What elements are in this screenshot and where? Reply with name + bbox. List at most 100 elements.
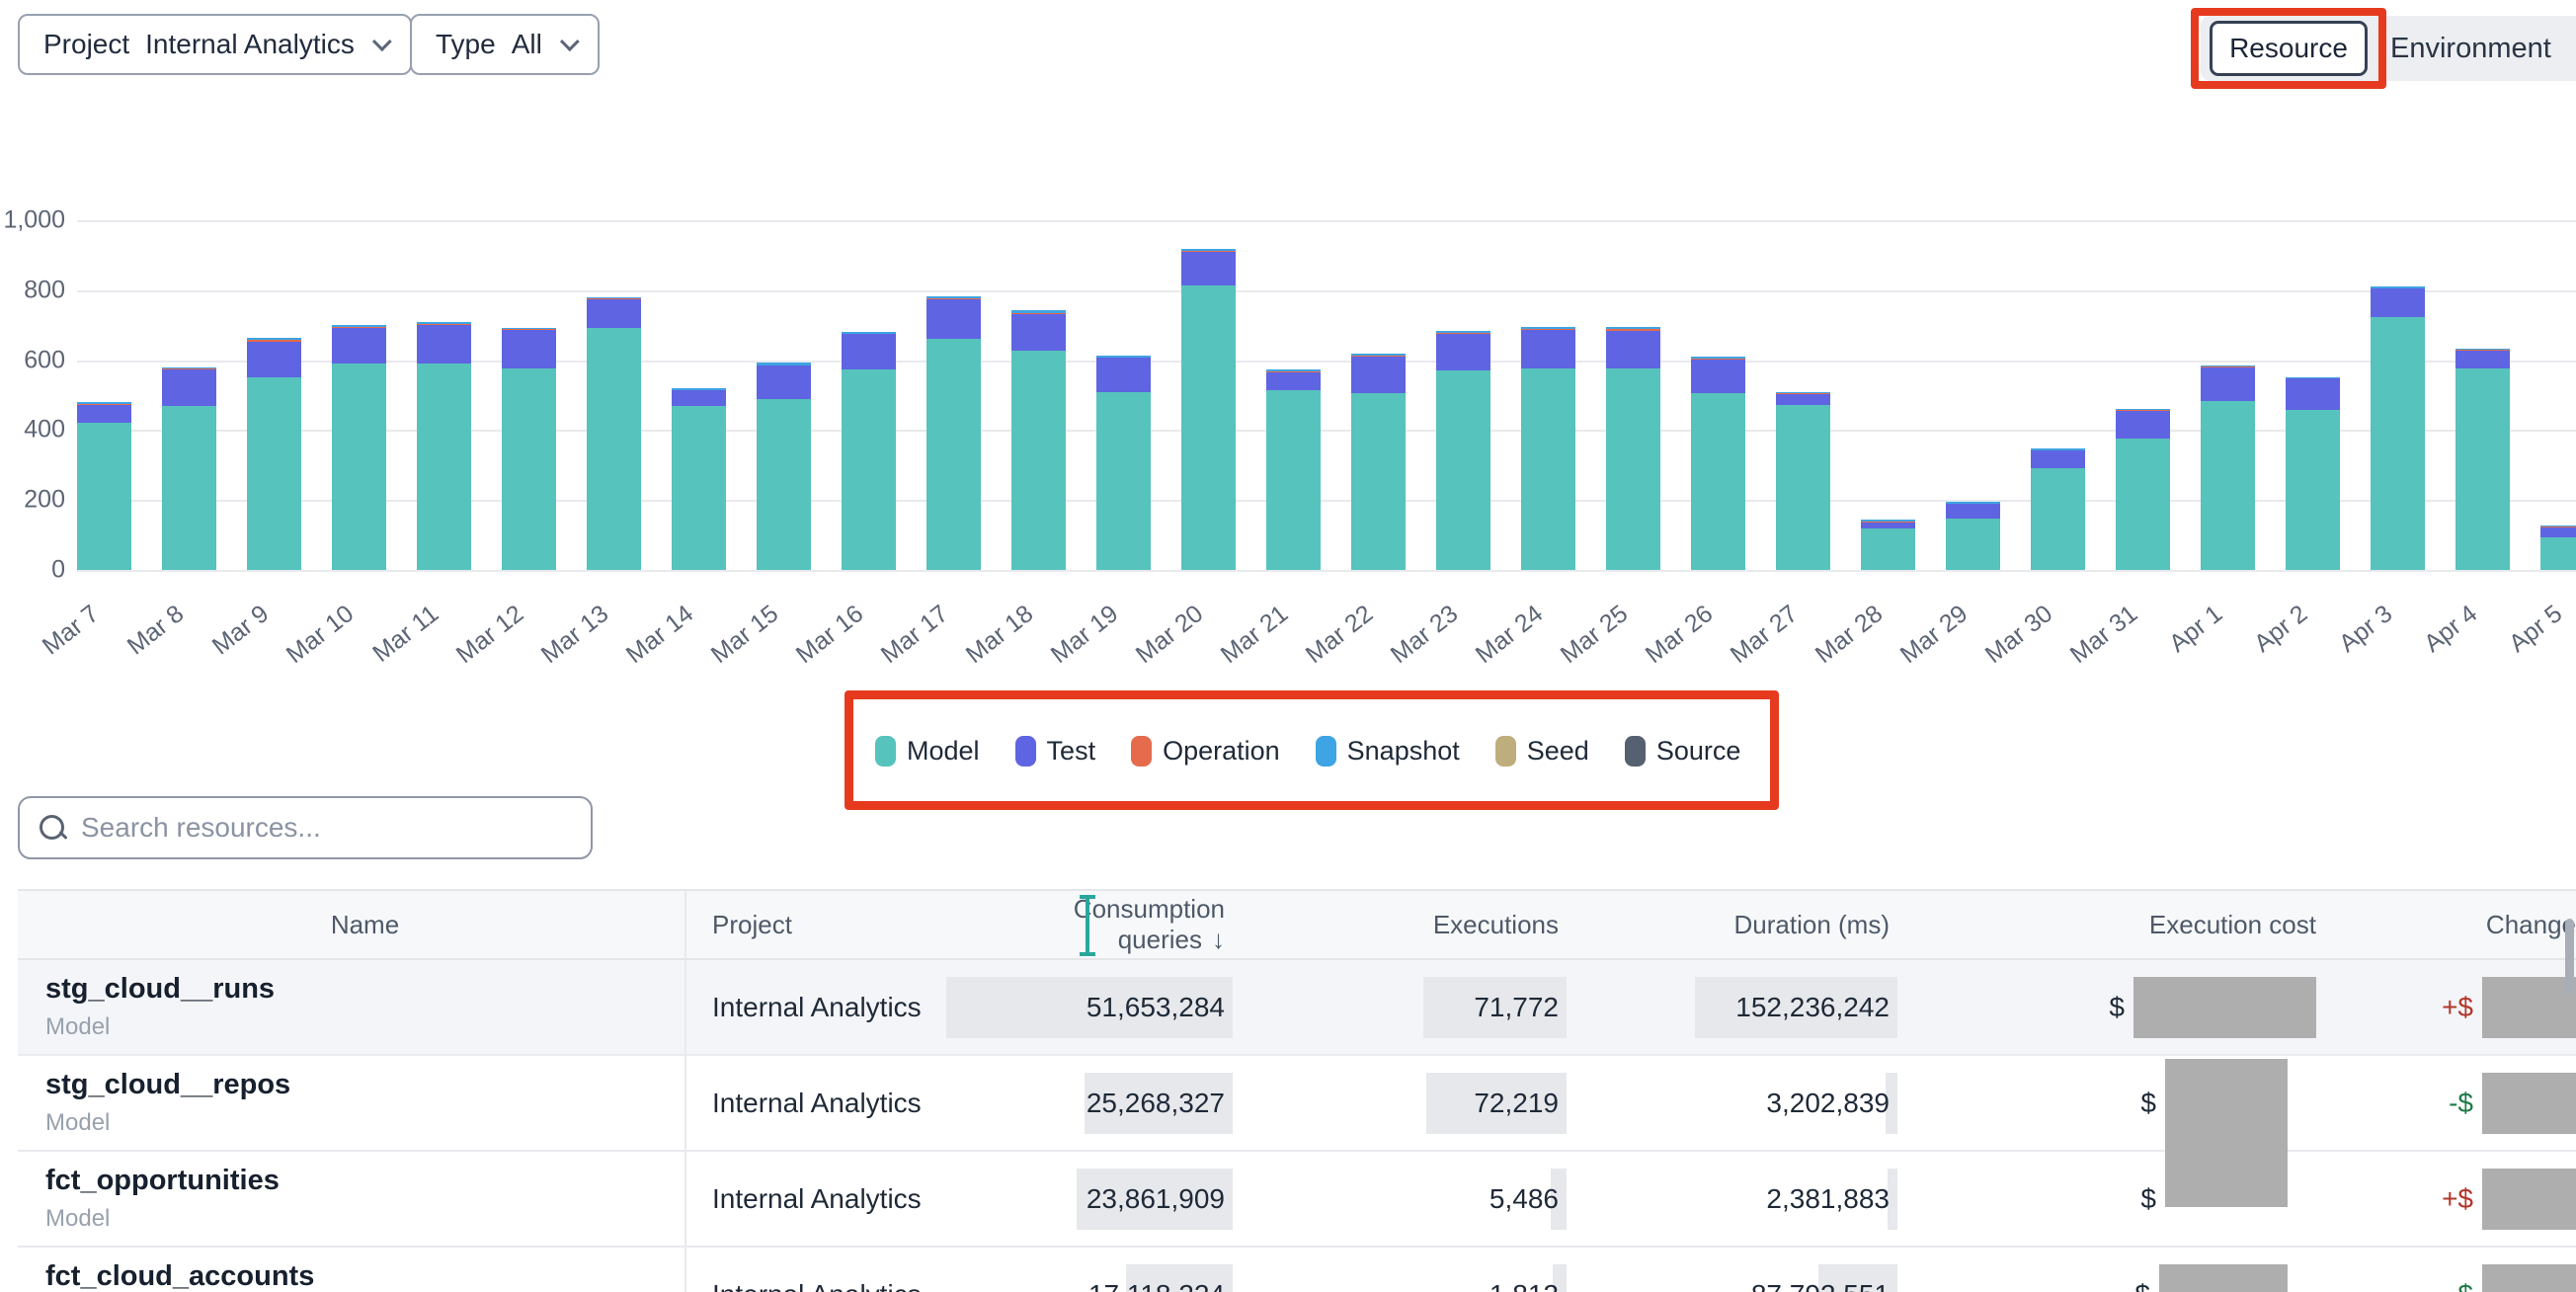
- project-filter-value: Internal Analytics: [145, 29, 355, 59]
- bar-segment-model: [1095, 392, 1151, 570]
- heat-shading: [1085, 1072, 1233, 1134]
- table-row-fct_cloud_accounts[interactable]: fct_cloud_accountsModelInternal Analytic…: [18, 1248, 2576, 1292]
- stacked-bar-apr-2[interactable]: [2285, 376, 2340, 570]
- project-filter-dropdown[interactable]: Project Internal Analytics: [18, 14, 412, 75]
- bar-segment-test: [1010, 313, 1066, 352]
- bar-segment-model: [2455, 368, 2510, 570]
- bar-segment-test: [2030, 450, 2085, 468]
- bar-segment-snapshot: [331, 325, 386, 328]
- stacked-bar-mar-13[interactable]: [586, 296, 641, 570]
- stacked-bar-apr-3[interactable]: [2370, 286, 2425, 570]
- legend-label: Operation: [1163, 735, 1280, 766]
- table-row-stg_cloud__runs[interactable]: stg_cloud__runs Model Internal Analytics 51…: [18, 960, 2576, 1056]
- stacked-bar-mar-10[interactable]: [331, 325, 386, 570]
- resource-type-label: Model: [45, 1012, 111, 1040]
- stacked-bar-mar-7[interactable]: [76, 402, 131, 570]
- resource-name[interactable]: fct_opportunities: [45, 1165, 280, 1197]
- bar-segment-test: [2200, 367, 2255, 401]
- resource-name[interactable]: stg_cloud__runs: [45, 973, 276, 1006]
- scrollbar-thumb[interactable]: [2565, 919, 2574, 996]
- stacked-bar-mar-12[interactable]: [501, 327, 556, 570]
- bar-segment-snapshot: [501, 327, 556, 330]
- bar-segment-test: [416, 324, 471, 363]
- stacked-bar-mar-27[interactable]: [1775, 391, 1830, 570]
- gridline: [77, 289, 2576, 292]
- stacked-bar-mar-24[interactable]: [1520, 326, 1575, 570]
- stacked-bar-mar-14[interactable]: [671, 387, 726, 570]
- executions-value: 72,219: [1474, 1087, 1559, 1118]
- stacked-bar-mar-16[interactable]: [841, 331, 896, 570]
- table-row-fct_opportunities[interactable]: fct_opportunities Model Internal Analytics…: [18, 1152, 2576, 1248]
- stacked-bar-mar-9[interactable]: [246, 338, 301, 570]
- stacked-bar-apr-1[interactable]: [2200, 364, 2255, 570]
- stacked-bar-mar-11[interactable]: [416, 322, 471, 570]
- bar-segment-operation: [1435, 332, 1490, 334]
- resource-name[interactable]: stg_cloud__repos: [45, 1069, 291, 1101]
- bar-segment-snapshot: [756, 363, 811, 365]
- column-header-project[interactable]: Project: [712, 909, 792, 939]
- legend-item-seed[interactable]: Seed: [1494, 735, 1589, 767]
- type-filter-value: All: [511, 29, 542, 59]
- bar-segment-model: [2370, 317, 2425, 570]
- legend-item-operation[interactable]: Operation: [1131, 735, 1280, 767]
- type-filter-dropdown[interactable]: Type All: [410, 14, 600, 75]
- stacked-bar-apr-5[interactable]: [2539, 525, 2576, 570]
- stacked-bar-mar-8[interactable]: [161, 366, 216, 570]
- y-axis-tick-label: 400: [24, 415, 65, 444]
- stacked-bar-mar-18[interactable]: [1010, 310, 1066, 570]
- cost-currency-prefix: $: [2134, 1279, 2150, 1292]
- column-header-execution-cost[interactable]: Execution cost: [2148, 909, 2316, 939]
- duration-value: 87,792,551: [1751, 1279, 1890, 1292]
- resource-activity-chart: 0 200 400 600 800 1,000 Mar 7 Mar 8 Mar 9 Mar 10 M…: [3, 206, 2576, 669]
- bar-segment-model: [1010, 351, 1066, 570]
- column-header-name[interactable]: Name: [18, 891, 686, 958]
- executions-cell: 71,772: [1225, 960, 1567, 1054]
- stacked-bar-mar-31[interactable]: [2115, 408, 2170, 570]
- change-cell: -$: [2316, 1248, 2576, 1292]
- stacked-bar-mar-25[interactable]: [1605, 327, 1660, 570]
- resource-toggle-button[interactable]: Resource: [2210, 21, 2368, 76]
- bar-segment-test: [756, 365, 811, 399]
- bar-segment-snapshot: [1010, 310, 1066, 313]
- column-header-consumption-queries[interactable]: Consumption queries ↓: [1073, 894, 1225, 954]
- bar-segment-model: [416, 363, 471, 570]
- bar-segment-snapshot: [2285, 376, 2340, 378]
- gridline: [77, 570, 2576, 572]
- change-prefix: -$: [2449, 1279, 2473, 1292]
- column-header-executions[interactable]: Executions: [1432, 909, 1559, 939]
- table-row-stg_cloud__repos[interactable]: stg_cloud__repos Model Internal Analytics 2…: [18, 1056, 2576, 1207]
- bar-segment-operation: [841, 333, 896, 335]
- legend-item-model[interactable]: Model: [875, 735, 980, 767]
- stacked-bar-mar-22[interactable]: [1350, 354, 1406, 570]
- bar-segment-model: [1860, 528, 1915, 570]
- stacked-bar-mar-29[interactable]: [1945, 502, 2000, 570]
- heat-shading: [1888, 1168, 1897, 1230]
- environment-toggle-button[interactable]: Environment: [2390, 32, 2551, 64]
- search-icon: [38, 813, 67, 843]
- stacked-bar-mar-30[interactable]: [2030, 448, 2085, 570]
- legend-item-test[interactable]: Test: [1014, 735, 1095, 767]
- bar-segment-operation: [671, 389, 726, 391]
- resource-name[interactable]: fct_cloud_accounts: [45, 1260, 315, 1292]
- stacked-bar-mar-21[interactable]: [1265, 369, 1321, 570]
- stacked-bar-mar-28[interactable]: [1860, 520, 1915, 570]
- bar-segment-snapshot: [2455, 348, 2510, 351]
- stacked-bar-mar-26[interactable]: [1690, 356, 1745, 570]
- column-header-change[interactable]: Change: [2485, 909, 2576, 939]
- bar-segment-snapshot: [671, 387, 726, 390]
- bar-segment-operation: [416, 324, 471, 325]
- stacked-bar-mar-20[interactable]: [1180, 249, 1236, 570]
- legend-item-snapshot[interactable]: Snapshot: [1315, 735, 1460, 767]
- stacked-bar-apr-4[interactable]: [2455, 348, 2510, 570]
- stacked-bar-mar-17[interactable]: [926, 295, 981, 570]
- stacked-bar-mar-15[interactable]: [756, 363, 811, 570]
- bar-segment-operation: [1265, 370, 1321, 372]
- column-header-duration[interactable]: Duration (ms): [1733, 909, 1890, 939]
- bar-segment-test: [246, 341, 301, 377]
- search-input[interactable]: [81, 812, 573, 844]
- stacked-bar-mar-19[interactable]: [1095, 356, 1151, 570]
- search-box[interactable]: [18, 796, 593, 859]
- legend-item-source[interactable]: Source: [1624, 735, 1740, 767]
- stacked-bar-mar-23[interactable]: [1435, 330, 1490, 570]
- bar-segment-model: [161, 405, 216, 570]
